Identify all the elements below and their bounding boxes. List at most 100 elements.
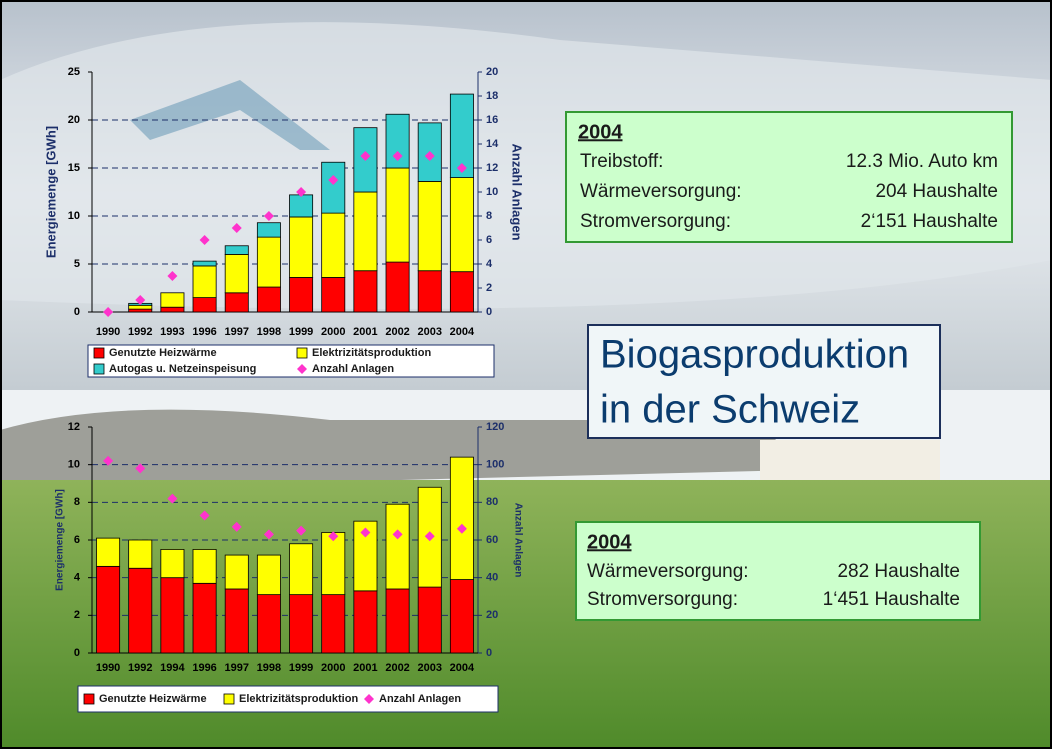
info-label: Treibstoff: [580,151,663,172]
x-tick-label: 2002 [385,662,409,674]
page: 051015202502468101214161820Energiemenge … [0,0,1052,749]
x-tick-label: 2003 [418,326,442,338]
y2-tick-label: 20 [486,66,498,78]
x-tick-label: 1999 [289,326,313,338]
bar-segment [193,266,216,298]
x-tick-label: 1997 [225,326,249,338]
y2-axis-label: Anzahl Anlagen [512,503,523,578]
y-tick-label: 8 [74,496,80,508]
bar-segment [161,293,184,307]
info-value: 12.3 Mio. Auto km [846,151,998,172]
legend-label: Anzahl Anlagen [379,693,461,705]
x-tick-label: 2004 [450,326,475,338]
legend-swatch [224,694,234,704]
y-tick-label: 2 [74,609,80,621]
x-tick-label: 1990 [96,326,120,338]
y2-tick-label: 40 [486,572,498,584]
y-tick-label: 10 [68,459,80,471]
bar-segment [322,213,345,277]
legend-label: Elektrizitätsproduktion [312,347,431,359]
y2-tick-label: 12 [486,162,498,174]
bar-segment [290,195,313,217]
bar-segment [386,589,409,653]
bar-segment [129,309,152,312]
bar-segment [418,587,441,653]
y-tick-label: 5 [74,258,80,270]
x-tick-label: 2000 [321,326,345,338]
bar-segment [322,532,345,594]
x-tick-label: 2004 [450,662,475,674]
y2-axis-label: Anzahl Anlagen [510,143,525,240]
x-tick-label: 1999 [289,662,313,674]
bar-segment [225,254,248,292]
y2-tick-label: 0 [486,647,492,659]
y2-tick-label: 18 [486,90,498,102]
x-tick-label: 1993 [160,326,184,338]
legend-label: Autogas u. Netzeinspeisung [109,363,256,375]
y2-tick-label: 16 [486,114,498,126]
bar-segment [225,246,248,255]
y2-tick-label: 8 [486,210,492,222]
bar-segment [161,307,184,312]
x-tick-label: 1997 [225,662,249,674]
x-tick-label: 1990 [96,662,120,674]
y-tick-label: 20 [68,114,80,126]
bar-segment [290,277,313,312]
y-tick-label: 0 [74,306,80,318]
y2-tick-label: 14 [486,138,499,150]
bar-segment [290,544,313,595]
legend-label: Genutzte Heizwärme [109,347,217,359]
x-tick-label: 2002 [385,326,409,338]
y-tick-label: 10 [68,210,80,222]
bar-segment [193,583,216,653]
x-tick-label: 2000 [321,662,345,674]
legend-label: Anzahl Anlagen [312,363,394,375]
bar-segment [193,298,216,312]
bar-segment [193,549,216,583]
bar-segment [418,181,441,270]
legend-label: Genutzte Heizwärme [99,693,207,705]
bar-segment [322,595,345,653]
bar-segment [450,178,473,272]
y-tick-label: 0 [74,647,80,659]
info-label: Stromversorgung: [587,589,738,610]
bar-segment [418,271,441,312]
bar-segment [354,591,377,653]
bar-segment [97,538,120,566]
x-tick-label: 1994 [160,662,185,674]
info-heading: 2004 [578,121,623,143]
info-value: 1‘451 Haushalte [823,589,960,610]
bar-segment [257,595,280,653]
y2-tick-label: 10 [486,186,498,198]
info-label: Wärmeversorgung: [587,561,749,582]
y-tick-label: 6 [74,534,80,546]
x-tick-label: 1996 [192,326,216,338]
bar-segment [450,457,473,579]
bar-segment [386,168,409,262]
title-line: Biogasproduktion [600,333,909,377]
y-axis-label: Energiemenge [GWh] [43,126,58,258]
bar-segment [354,192,377,271]
bar-segment [225,555,248,589]
bar-segment [129,568,152,653]
y2-tick-label: 120 [486,421,504,433]
bar-segment [290,595,313,653]
x-tick-label: 1992 [128,326,152,338]
bar-segment [322,277,345,312]
legend-swatch [94,364,104,374]
info-value: 2‘151 Haushalte [861,211,998,232]
info-heading: 2004 [587,531,632,553]
y-tick-label: 4 [74,572,81,584]
y2-tick-label: 20 [486,609,498,621]
y-tick-label: 12 [68,421,80,433]
x-tick-label: 2003 [418,662,442,674]
x-tick-label: 2001 [353,326,377,338]
y2-tick-label: 0 [486,306,492,318]
bar-segment [354,271,377,312]
y2-tick-label: 60 [486,534,498,546]
y2-tick-label: 80 [486,496,498,508]
bar-segment [193,261,216,266]
bar-segment [322,162,345,213]
bar-segment [257,287,280,312]
bar-segment [386,262,409,312]
